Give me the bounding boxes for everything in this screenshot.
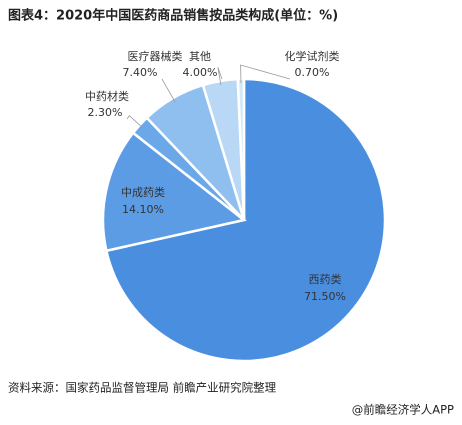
slice-value: 7.40%	[123, 66, 158, 79]
leader-line	[217, 67, 223, 86]
slice-value: 0.70%	[295, 66, 330, 79]
slice-value: 2.30%	[88, 106, 123, 119]
slice-label: 中成药类	[121, 185, 165, 199]
pie-slice	[101, 131, 247, 253]
chart-title: 图表4：2020年中国医药商品销售按品类构成(单位：%)	[8, 8, 338, 24]
slice-label: 西药类	[309, 272, 342, 286]
slice-label: 中药材类	[85, 89, 129, 103]
slice-value: 14.10%	[122, 203, 164, 216]
slice-label: 化学试剂类	[285, 49, 340, 63]
slice-label: 其他	[189, 50, 211, 63]
leader-line	[161, 78, 176, 102]
slice-value: 4.00%	[183, 66, 218, 79]
slice-label: 医疗器械类	[128, 49, 183, 63]
slice-value: 71.50%	[304, 290, 346, 303]
leader-line	[126, 115, 143, 129]
source: 资料来源：国家药品监督管理局 前瞻产业研究院整理	[8, 381, 277, 395]
leader-line	[240, 64, 291, 84]
credit: @前瞻经济学人APP	[352, 403, 454, 417]
